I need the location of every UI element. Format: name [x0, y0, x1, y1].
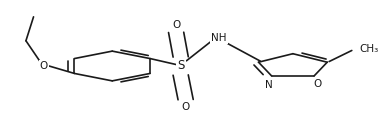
Text: N: N — [265, 80, 272, 90]
Text: O: O — [313, 79, 321, 89]
Text: CH₃: CH₃ — [359, 44, 379, 54]
Text: O: O — [182, 102, 190, 112]
Text: S: S — [177, 60, 184, 72]
Text: O: O — [40, 61, 48, 71]
Text: NH: NH — [211, 33, 227, 43]
Text: O: O — [172, 20, 180, 30]
